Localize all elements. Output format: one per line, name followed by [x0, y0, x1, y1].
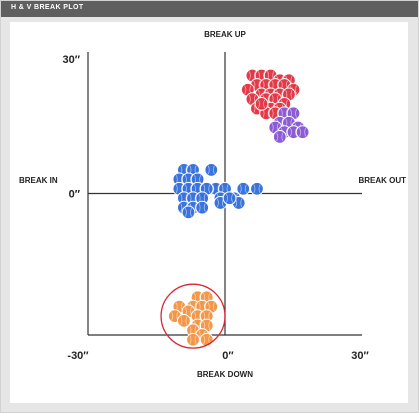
pitch-point	[195, 200, 210, 215]
pitch-point	[177, 313, 191, 328]
x-tick-label-left: -30″	[67, 350, 89, 362]
break-out-label: BREAK OUT	[358, 176, 406, 185]
panel-header: H & V BREAK PLOT	[1, 1, 418, 17]
pitch-point	[254, 96, 269, 111]
pitch-point	[272, 130, 287, 144]
x-tick-label-right: 30″	[351, 350, 369, 362]
pitch-point	[199, 332, 214, 347]
break-up-label: BREAK UP	[204, 30, 246, 39]
break-in-label: BREAK IN	[19, 176, 58, 185]
pitch-point	[295, 125, 310, 140]
break-plot-chart: BREAK UP BREAK DOWN BREAK IN BREAK OUT 3…	[19, 30, 406, 379]
pitch-point	[236, 181, 251, 196]
pitch-point	[186, 332, 200, 347]
x-tick-label-zero: 0″	[222, 350, 234, 362]
pitch-point	[222, 191, 237, 206]
highlight-circle	[160, 283, 226, 349]
y-tick-label-zero: 0″	[69, 189, 81, 201]
pitch-point	[250, 181, 264, 196]
pitch-point	[181, 205, 196, 220]
pitch-point	[190, 172, 205, 187]
pitch-point	[204, 163, 219, 177]
break-down-label: BREAK DOWN	[197, 370, 253, 379]
y-tick-label-top: 30″	[62, 54, 80, 66]
panel-title: H & V BREAK PLOT	[11, 4, 84, 11]
chart-card: BREAK UP BREAK DOWN BREAK IN BREAK OUT 3…	[10, 22, 408, 403]
